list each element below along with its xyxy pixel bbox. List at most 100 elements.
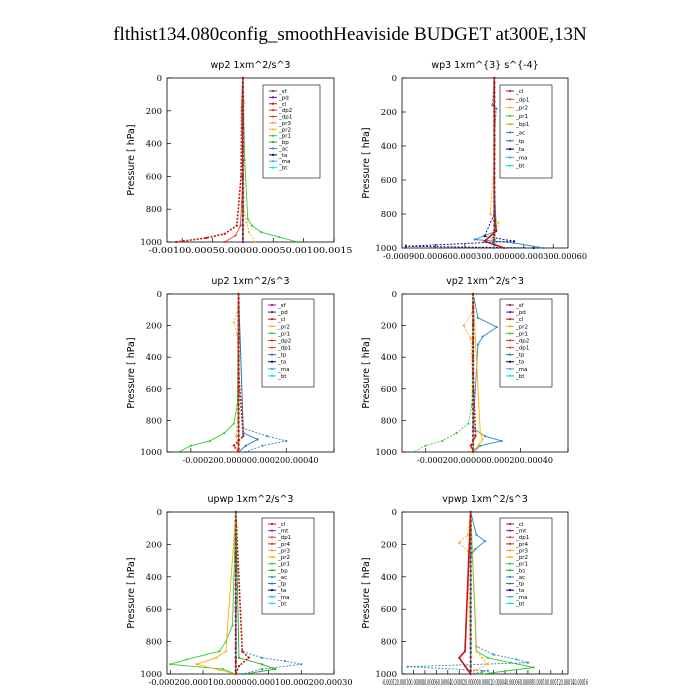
profile-marker xyxy=(469,592,472,595)
profile-marker xyxy=(234,646,237,650)
profile-marker xyxy=(469,655,472,659)
profile-marker xyxy=(469,624,472,627)
profile-marker xyxy=(237,323,240,327)
profile-marker xyxy=(237,403,240,406)
profile-marker xyxy=(234,528,237,532)
series-point-cl xyxy=(234,672,237,676)
legend-marker-ta xyxy=(508,148,512,151)
series-point-cl xyxy=(223,232,226,235)
legend-marker-pr2 xyxy=(270,555,274,559)
legend-box xyxy=(261,298,315,388)
y-axis-label: Pressure [ hPa] xyxy=(361,337,372,408)
series-point-ac xyxy=(469,554,472,557)
profile-marker xyxy=(471,394,475,397)
profile-marker xyxy=(493,133,496,137)
series-point-ac xyxy=(476,316,479,319)
legend-marker-ma xyxy=(508,156,512,159)
series-point-bp xyxy=(260,663,264,666)
series-line-pr2 xyxy=(463,293,474,452)
profile-marker xyxy=(237,345,240,349)
y-axis-label: Pressure [ hPa] xyxy=(126,124,137,195)
profile-marker xyxy=(237,407,240,411)
profile-marker xyxy=(234,596,237,600)
series-line-ac xyxy=(238,293,287,453)
legend-label-ac: _ac xyxy=(278,146,288,152)
profile-marker xyxy=(493,167,496,170)
profile-marker xyxy=(471,319,475,322)
legend-marker-dp1 xyxy=(508,536,512,539)
series-point-cl xyxy=(503,246,506,250)
profile-marker xyxy=(493,214,496,218)
series-point-cl xyxy=(458,656,461,659)
y-tick-label: 600 xyxy=(381,176,397,186)
profile-marker xyxy=(469,633,472,636)
legend-marker-bt xyxy=(270,374,274,378)
legend-label-mt: _mt xyxy=(515,529,527,535)
profile-marker xyxy=(469,510,472,514)
legend-label-ta: _ta xyxy=(278,153,287,159)
legend-label-pr1: _pr1 xyxy=(515,562,528,568)
series-point-pr2 xyxy=(479,431,482,435)
profile-marker xyxy=(237,297,240,300)
series-point-cl xyxy=(205,236,208,239)
panel-4: vp2 1xm^2/s^3 Pressure [ hPa] 0 200 400 600 80… xyxy=(361,276,569,466)
profile-marker xyxy=(241,232,245,236)
series-point-tp xyxy=(493,136,496,139)
profile-marker xyxy=(234,619,237,623)
legend-label-cl: _cl xyxy=(515,317,524,323)
legend-label-mt: _mt xyxy=(277,529,289,535)
profile-marker xyxy=(241,209,245,213)
profile-marker xyxy=(241,168,245,172)
y-tick-label: 0 xyxy=(392,74,397,84)
series-point-pr1 xyxy=(169,663,172,666)
series-point-pr1 xyxy=(177,450,181,454)
y-axis-label: Pressure [ hPa] xyxy=(126,557,137,628)
profile-marker xyxy=(241,81,245,84)
profile-marker xyxy=(234,569,237,573)
profile-marker xyxy=(237,372,240,375)
profile-marker xyxy=(237,337,240,340)
profile-marker xyxy=(493,157,496,161)
series-point-mt xyxy=(234,608,237,611)
profile-marker xyxy=(469,610,472,613)
series-point-pr1 xyxy=(455,431,458,435)
y-tick-label: 1000 xyxy=(140,238,162,248)
y-tick-label: 1000 xyxy=(140,448,162,458)
profile-marker xyxy=(493,200,496,203)
profile-marker xyxy=(234,583,237,586)
legend-label-bp: _bp xyxy=(278,140,289,146)
profile-marker xyxy=(237,398,240,402)
y-tick-label: 1000 xyxy=(375,670,397,680)
profile-marker xyxy=(493,229,496,232)
legend-label-dp1: _dp1 xyxy=(277,346,291,352)
profile-marker xyxy=(241,191,245,194)
profile-marker xyxy=(241,228,245,231)
y-tick-label: 800 xyxy=(381,638,397,648)
y-tick-label: 800 xyxy=(381,210,397,220)
profile-marker xyxy=(469,660,472,663)
profile-marker xyxy=(471,345,475,349)
panel-title: upwp 1xm^2/s^3 xyxy=(208,494,294,505)
legend-label-pr2: _pr2 xyxy=(515,324,528,330)
series-point-ac xyxy=(285,439,288,443)
legend-marker-ma xyxy=(270,367,274,370)
profile-marker xyxy=(471,323,475,327)
profile-marker xyxy=(241,177,245,181)
series-point-cl xyxy=(469,444,472,447)
legend-label-tp: _tp xyxy=(277,353,287,359)
series-point-ac xyxy=(492,653,495,656)
legend-marker-pr1 xyxy=(271,134,275,137)
profile-marker xyxy=(493,186,496,189)
legend-label-pr4: _pr4 xyxy=(277,542,291,548)
profile-marker xyxy=(469,551,472,555)
legend-marker-pr2 xyxy=(508,106,512,109)
legend-marker-mt xyxy=(508,529,512,532)
profile-marker xyxy=(471,398,475,402)
y-tick-label: 0 xyxy=(157,290,162,300)
series-line-pr2 xyxy=(458,511,472,675)
profile-marker xyxy=(237,292,240,296)
series-point-ac xyxy=(512,241,516,244)
legend-marker-dp1 xyxy=(508,346,512,349)
profile-marker xyxy=(469,556,472,559)
legend-label-tp: _tp xyxy=(515,582,525,588)
